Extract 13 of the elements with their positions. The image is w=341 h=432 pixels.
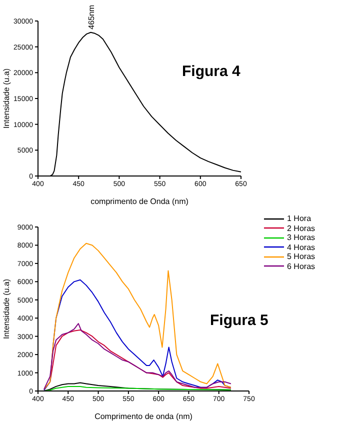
y-axis-title: Intensidade (u.a) bbox=[2, 278, 11, 340]
legend-label: 5 Horas bbox=[287, 252, 316, 262]
annotation: 465nm bbox=[86, 4, 96, 30]
y-axis-title: Intensidade (u.a) bbox=[2, 68, 11, 129]
legend-label: 3 Horas bbox=[287, 233, 316, 242]
legend-label: 4 Horas bbox=[287, 242, 316, 252]
text: Figura 4 bbox=[182, 63, 240, 80]
legend-label: 6 Horas bbox=[287, 262, 316, 271]
legend-label: 1 Hora bbox=[287, 214, 312, 224]
text: Figura 5 bbox=[210, 312, 268, 329]
legend-label: 2 Horas bbox=[287, 224, 316, 233]
x-axis-title: comprimento de Onda (nm) bbox=[90, 197, 189, 206]
x-axis-title: Comprimento de onda (nm) bbox=[94, 412, 193, 421]
